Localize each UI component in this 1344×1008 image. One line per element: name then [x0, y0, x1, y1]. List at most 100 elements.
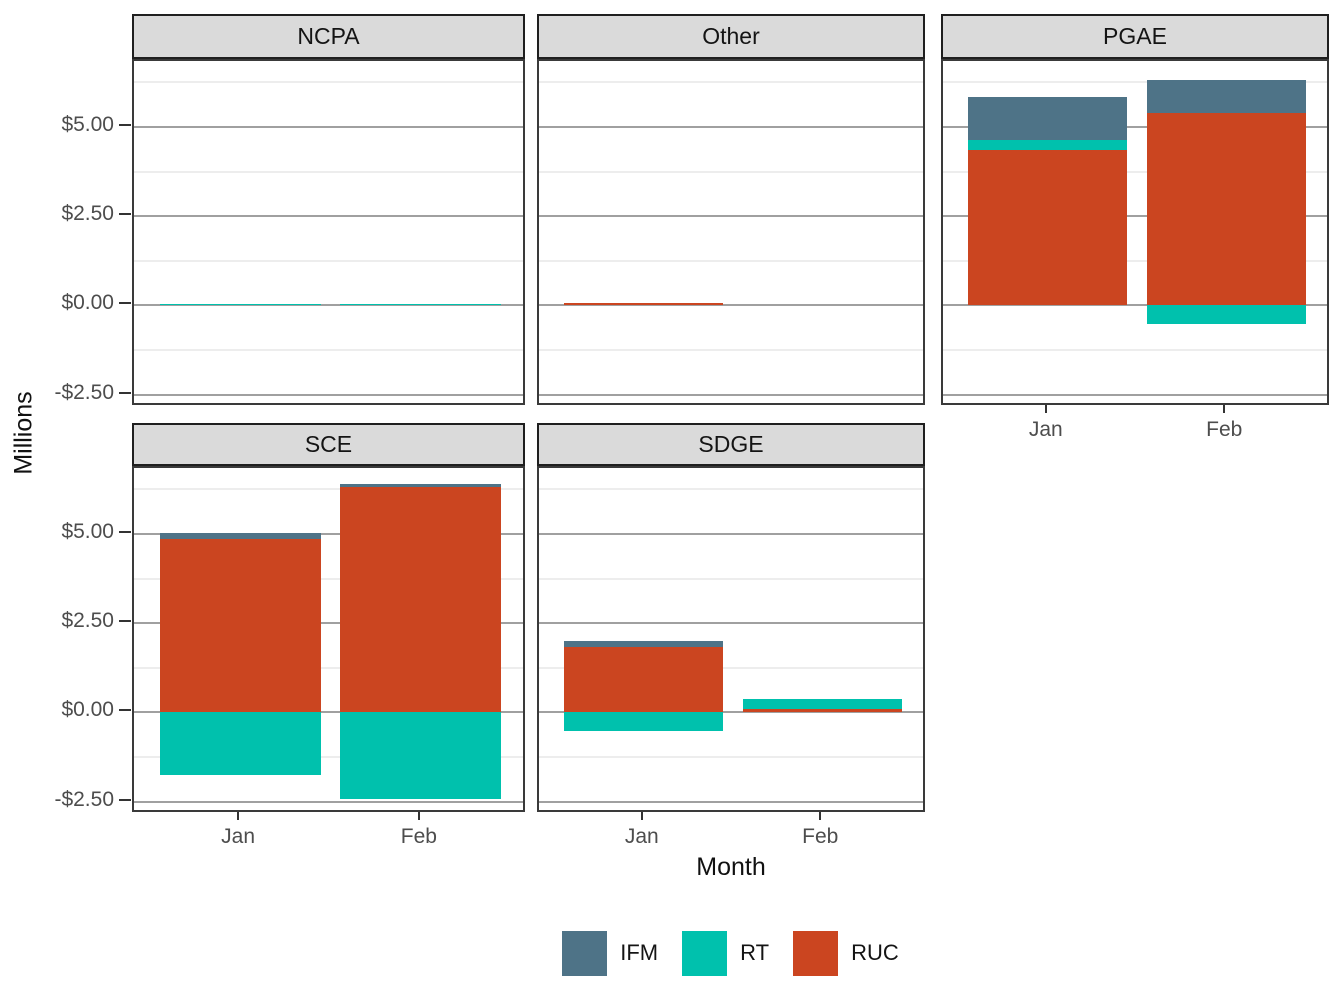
gridline-major: [134, 393, 523, 396]
legend-label-ifm: IFM: [620, 940, 659, 965]
x-tick-label: Feb: [802, 825, 839, 848]
x-axis-title: Month: [696, 853, 766, 881]
gridline-minor: [134, 755, 523, 758]
bar-segment-rt: [340, 712, 502, 799]
bar-segment-ruc: [564, 303, 724, 306]
facet-strip-ncpa: NCPA: [132, 14, 525, 59]
legend: IFM RT RUC: [132, 929, 1329, 977]
facet-strip-other: Other: [537, 14, 925, 59]
bar-segment-rt: [340, 303, 502, 306]
x-axis: Jan Feb: [132, 812, 525, 854]
y-tick: [119, 709, 131, 712]
gridline-major: [943, 215, 1327, 218]
y-tick: [119, 620, 131, 623]
y-tick-label: $5.00: [61, 112, 114, 136]
gridline-major: [539, 800, 923, 803]
legend-item-ifm: IFM: [562, 930, 659, 976]
gridline-minor: [943, 81, 1327, 84]
y-tick: [119, 391, 131, 394]
legend-swatch-rt: [682, 930, 728, 976]
y-tick-label: $0.00: [61, 291, 114, 315]
gridline-minor: [539, 348, 923, 351]
bar-segment-ifm: [1146, 79, 1306, 113]
facet-panel-sdge: SDGE: [537, 423, 925, 812]
gridline-minor: [134, 348, 523, 351]
gridline-major: [539, 532, 923, 535]
bar-segment-ruc: [1146, 112, 1306, 306]
gridline-minor: [539, 170, 923, 173]
bar-segment-rt: [968, 140, 1128, 150]
bar-segment-ruc: [968, 149, 1128, 306]
x-tick-label: Feb: [400, 825, 437, 848]
y-tick: [119, 530, 131, 533]
gridline-minor: [943, 259, 1327, 262]
gridline-minor: [943, 348, 1327, 351]
gridline-major: [943, 125, 1327, 128]
gridline-minor: [134, 170, 523, 173]
gridline-minor: [539, 755, 923, 758]
facet-title: Other: [702, 23, 760, 49]
bar-segment-rt: [159, 712, 321, 776]
y-tick-label: $2.50: [61, 202, 114, 226]
x-tick: [1223, 405, 1226, 413]
x-tick: [417, 812, 420, 820]
bar-segment-ifm: [159, 532, 321, 540]
facet-strip-sce: SCE: [132, 423, 525, 466]
gridline-minor: [539, 577, 923, 580]
bar-segment-ruc: [742, 708, 902, 713]
x-tick-label: Jan: [624, 825, 659, 848]
facet-title: SCE: [304, 431, 353, 457]
y-tick-label: -$2.50: [54, 787, 114, 811]
x-tick: [640, 812, 643, 820]
y-tick-label: $0.00: [61, 698, 114, 722]
x-tick-label: Jan: [221, 825, 256, 848]
gridline-major: [134, 304, 523, 307]
bar-segment-ifm: [968, 97, 1128, 141]
gridline-major: [943, 393, 1327, 396]
gridline-minor: [539, 259, 923, 262]
gridline-minor: [134, 488, 523, 491]
x-tick-label: Jan: [1028, 418, 1063, 441]
facet-strip-pgae: PGAE: [941, 14, 1329, 59]
y-tick: [119, 123, 131, 126]
legend-swatch-ifm: [562, 930, 608, 976]
x-tick-label: Feb: [1206, 418, 1243, 441]
gridline-major: [134, 532, 523, 535]
gridline-major: [539, 393, 923, 396]
gridline-minor: [134, 81, 523, 84]
x-tick: [819, 812, 822, 820]
gridline-major: [539, 125, 923, 128]
plot-area-pgae: [941, 59, 1329, 405]
plot-area-other: [537, 59, 925, 405]
bar-segment-ruc: [340, 486, 502, 713]
facet-title: NCPA: [297, 23, 360, 49]
gridline-major: [134, 215, 523, 218]
gridline-major: [539, 215, 923, 218]
y-tick: [119, 213, 131, 216]
gridline-major: [539, 711, 923, 714]
facet-title: SDGE: [698, 431, 764, 457]
legend-item-ruc: RUC: [793, 930, 899, 976]
facet-strip-sdge: SDGE: [537, 423, 925, 466]
gridline-minor: [134, 577, 523, 580]
bar-segment-ruc: [159, 539, 321, 713]
bar-segment-rt: [1146, 305, 1306, 324]
legend-label-ruc: RUC: [851, 940, 899, 965]
facet-panel-sce: SCE: [132, 423, 525, 812]
facet-title: PGAE: [1103, 23, 1167, 49]
gridline-major: [134, 800, 523, 803]
x-tick: [237, 812, 240, 820]
gridline-minor: [539, 488, 923, 491]
y-tick-label: -$2.50: [54, 380, 114, 404]
gridline-minor: [539, 81, 923, 84]
facet-panel-other: Other: [537, 14, 925, 405]
y-tick: [119, 302, 131, 305]
gridline-major: [539, 304, 923, 307]
y-tick-label: $5.00: [61, 519, 114, 543]
bar-segment-rt: [742, 698, 902, 709]
plot-area-sdge: [537, 466, 925, 812]
gridline-major: [134, 622, 523, 625]
facet-panel-pgae: PGAE: [941, 14, 1329, 405]
gridline-major: [134, 125, 523, 128]
